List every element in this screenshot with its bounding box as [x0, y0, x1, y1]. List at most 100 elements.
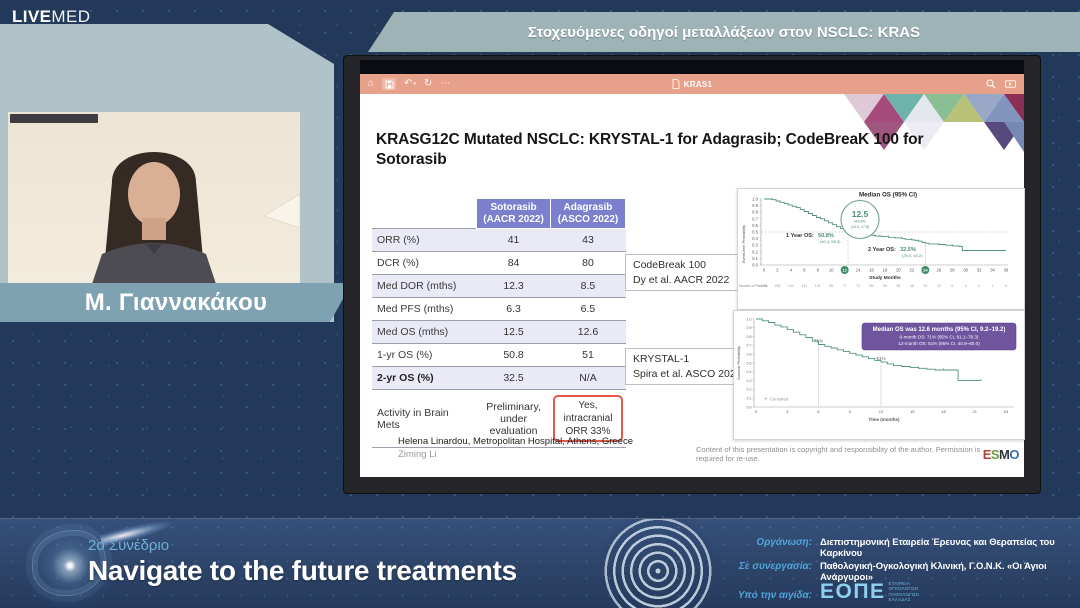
highlight-box: Yes, intracranial ORR 33%	[553, 395, 623, 442]
row-value: 43	[550, 228, 626, 252]
powerpoint-toolbar: ⌂ ↶ ▾ ↻ ⋯ KRAS1	[360, 74, 1024, 94]
present-icon[interactable]	[1005, 79, 1016, 89]
speaker-name: Μ. Γιαννακάκου	[84, 288, 268, 316]
row-value: Yes, intracranial ORR 33%	[550, 389, 626, 448]
row-label: Activity in Brain Mets	[372, 389, 477, 448]
svg-text:9: 9	[849, 409, 852, 414]
search-icon[interactable]	[986, 79, 996, 89]
credit-row-auspices: Υπό την αιγίδα: ΕΟΠΕ ΕΤΑΙΡΕΙΑ ΟΓΚΟΛΟΓΩΝ …	[698, 581, 1074, 602]
svg-text:Study Months: Study Months	[869, 275, 901, 281]
row-value: 32.5	[476, 366, 551, 390]
presentation-window: ⌂ ↶ ▾ ↻ ⋯ KRAS1	[344, 56, 1040, 493]
undo-caret-icon[interactable]: ▾	[413, 80, 416, 87]
svg-text:174: 174	[761, 284, 767, 288]
attribution-line-2: Ziming Li	[398, 448, 437, 460]
svg-text:131: 131	[801, 284, 807, 288]
more-commands-icon[interactable]: ⋯	[440, 78, 451, 89]
svg-text:24: 24	[1004, 409, 1009, 414]
svg-text:1.0: 1.0	[752, 197, 758, 202]
svg-text:32.5%: 32.5%	[900, 247, 916, 253]
svg-text:0.8: 0.8	[752, 210, 758, 215]
session-title-band: Στοχευόμενες οδηγοί μεταλλάξεων στον NSC…	[368, 12, 1080, 52]
redo-icon[interactable]: ↻	[423, 78, 433, 89]
svg-text:0.6: 0.6	[747, 353, 752, 357]
km-chart-codebreak-panel: 0.0 0.1 0.2 0.3 0.4 0.5 0.6 0.7 0.8 0.9 1.0 0 2 4 6 8 10…	[737, 188, 1025, 310]
row-label: Med OS (mths)	[372, 320, 477, 344]
svg-text:Number of Patients:: Number of Patients:	[739, 284, 768, 288]
svg-text:4: 4	[965, 284, 967, 288]
svg-text:0.6: 0.6	[752, 223, 758, 228]
svg-text:18: 18	[883, 268, 888, 273]
esmo-letter: E	[982, 446, 992, 462]
session-title: Στοχευόμενες οδηγοί μεταλλάξεων στον NSC…	[527, 23, 921, 41]
undo-icon[interactable]: ↶ ▾	[404, 78, 416, 89]
slide-title: KRASG12C Mutated NSCLC: KRYSTAL-1 for Ad…	[376, 131, 924, 169]
svg-text:153: 153	[774, 284, 780, 288]
results-table: Sotorasib (AACR 2022) Adagrasib (ASCO 20…	[372, 198, 627, 448]
svg-text:32: 32	[977, 268, 982, 273]
row-value: 50.8	[476, 343, 551, 367]
km-chart-codebreak: 0.00.10.20.30.40.50.60.70.80.91.00 2 4 6 8 10…	[739, 192, 1009, 289]
svg-text:10: 10	[829, 268, 834, 273]
eope-full-name: ΕΤΑΙΡΕΙΑ ΟΓΚΟΛΟΓΩΝ ΠΑΘΟΛΟΓΩΝ ΕΛΛΑΔΑΣ	[888, 581, 919, 602]
congress-title: Navigate to the future treatments	[88, 555, 517, 586]
svg-text:0.5: 0.5	[752, 230, 758, 235]
save-icon[interactable]	[382, 78, 397, 90]
svg-text:21: 21	[973, 409, 978, 414]
svg-text:1: 1	[992, 284, 994, 288]
speaker-video[interactable]	[8, 112, 300, 284]
header-line: Sotorasib	[490, 202, 537, 213]
credit-row-organizer: Οργάνωση: Διεπιστημονική Εταιρεία Έρευνα…	[698, 537, 1074, 559]
congress-heading: 2ο Συνέδριο Navigate to the future treat…	[88, 537, 517, 587]
svg-text:0.8: 0.8	[747, 335, 752, 339]
km-chart-krystal: 0.0 0.1 0.2 0.3 0.4 0.5 0.6 0.7 0.8 0.9 1.0 0 3 6 9 12 1…	[736, 317, 1017, 422]
toolbar-left-group: ⌂ ↶ ▾ ↻ ⋯	[368, 78, 450, 90]
credit-label: Σε συνεργασία:	[738, 561, 812, 572]
study-label-codebreak: CodeBreak 100 Dy et al. AACR 2022	[625, 254, 759, 292]
svg-text:141: 141	[788, 284, 794, 288]
svg-text:52: 52	[896, 284, 900, 288]
congress-banner: 2ο Συνέδριο Navigate to the future treat…	[0, 518, 1080, 608]
svg-text:15: 15	[910, 409, 915, 414]
toolbar-right-group	[986, 74, 1016, 94]
svg-text:3: 3	[786, 409, 789, 414]
column-header-adagrasib: Adagrasib (ASCO 2022)	[549, 198, 627, 229]
km-chart-krystal-panel: 0.0 0.1 0.2 0.3 0.4 0.5 0.6 0.7 0.8 0.9 1.0 0 3 6 9 12 1…	[733, 310, 1025, 440]
credit-label: Οργάνωση:	[756, 537, 812, 548]
document-title: KRAS1	[683, 79, 713, 89]
svg-text:12.5: 12.5	[852, 209, 869, 219]
svg-text:0.2: 0.2	[752, 249, 758, 254]
svg-text:0.2: 0.2	[747, 388, 752, 392]
logo-med-text: MED	[51, 7, 91, 26]
svg-text:26: 26	[936, 268, 941, 273]
esmo-letter: M	[999, 446, 1010, 462]
logo-live-text: LIVE	[12, 7, 52, 26]
svg-text:0.0: 0.0	[747, 405, 752, 409]
svg-text:(10.0, 17.8): (10.0, 17.8)	[851, 225, 869, 229]
esmo-letter: S	[990, 446, 1000, 462]
header-line: Adagrasib	[563, 202, 613, 213]
credit-value: Παθολογική-Ογκολογική Κλινική, Γ.Ο.Ν.Κ. …	[820, 561, 1047, 583]
svg-text:8: 8	[817, 268, 820, 273]
study-name: CodeBreak 100	[633, 259, 706, 271]
svg-text:32: 32	[923, 284, 927, 288]
table-header-row: Sotorasib (AACR 2022) Adagrasib (ASCO 20…	[372, 198, 627, 229]
home-icon[interactable]: ⌂	[368, 78, 375, 89]
svg-text:34: 34	[990, 268, 995, 273]
svg-text:0.0: 0.0	[752, 263, 758, 268]
table-row: Med OS (mths) 12.5 12.6	[372, 320, 626, 344]
svg-text:59: 59	[883, 284, 887, 288]
table-row: Activity in Brain Mets Preliminary, under…	[372, 389, 626, 448]
svg-text:46: 46	[910, 284, 914, 288]
svg-text:0: 0	[763, 268, 766, 273]
svg-text:0.7: 0.7	[747, 344, 752, 348]
svg-text:(40.4, 58.3): (40.4, 58.3)	[820, 239, 841, 244]
eope-acronym: ΕΟΠΕ	[820, 580, 886, 603]
row-value: 12.5	[476, 320, 551, 344]
svg-text:22: 22	[910, 268, 915, 273]
presentation-top-strip	[360, 60, 1024, 74]
svg-text:24: 24	[923, 268, 928, 273]
row-value: 41	[476, 228, 551, 252]
speaker-name-band: Μ. Γιαννακάκου	[0, 283, 352, 322]
svg-text:16: 16	[869, 268, 874, 273]
